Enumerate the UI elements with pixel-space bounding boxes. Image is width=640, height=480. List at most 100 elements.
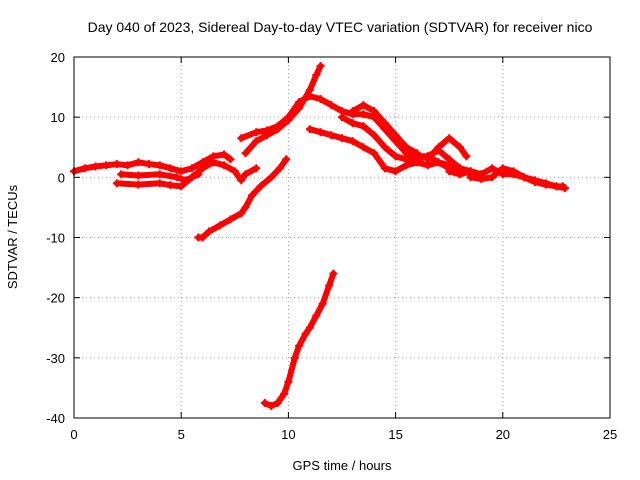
data-point <box>280 389 289 398</box>
data-point <box>262 126 271 135</box>
data-point <box>305 125 314 134</box>
data-point <box>402 155 411 164</box>
data-point <box>252 164 261 173</box>
data-point <box>348 119 357 128</box>
data-point <box>155 161 164 170</box>
data-point <box>220 161 229 170</box>
chart-title: Day 040 of 2023, Sidereal Day-to-day VTE… <box>88 19 593 35</box>
data-point <box>155 179 164 188</box>
data-point <box>241 170 250 179</box>
x-tick-label: 0 <box>70 427 77 442</box>
x-tick-label: 20 <box>496 427 510 442</box>
y-tick-label: -20 <box>46 291 65 306</box>
data-point <box>102 161 111 170</box>
data-point <box>327 131 336 140</box>
data-point <box>348 107 357 116</box>
data-point <box>380 164 389 173</box>
data-point <box>134 158 143 167</box>
data-point <box>301 329 310 338</box>
data-point <box>267 401 276 410</box>
data-point <box>391 167 400 176</box>
data-point <box>181 176 190 185</box>
data-point <box>530 178 539 187</box>
data-point <box>80 164 89 173</box>
data-point <box>413 149 422 158</box>
data-point <box>237 134 246 143</box>
data-point <box>359 122 368 131</box>
data-point <box>462 152 471 161</box>
x-tick-label: 10 <box>281 427 295 442</box>
data-point <box>325 281 334 290</box>
y-axis-label: SDTVAR / TECUs <box>5 184 20 289</box>
data-point <box>318 299 327 308</box>
y-tick-label: -10 <box>46 231 65 246</box>
y-tick-label: 20 <box>51 50 65 65</box>
data-point <box>423 155 432 164</box>
data-point <box>445 167 454 176</box>
data-point <box>134 180 143 189</box>
y-tick-label: 0 <box>58 170 65 185</box>
data-point <box>187 164 196 173</box>
data-point <box>488 164 497 173</box>
data-point <box>509 167 518 176</box>
data-point <box>282 155 291 164</box>
data-point <box>558 182 567 191</box>
data-point <box>284 377 293 386</box>
data-point <box>91 162 100 171</box>
data-point <box>488 173 497 182</box>
data-point <box>172 173 181 182</box>
data-point <box>198 164 207 173</box>
data-point <box>391 131 400 140</box>
data-point <box>316 128 325 137</box>
data-point <box>247 191 256 200</box>
series-arc-13 <box>261 270 337 409</box>
x-axis-label: GPS time / hours <box>293 458 392 473</box>
data-point <box>370 107 379 116</box>
data-point <box>312 71 321 80</box>
data-point <box>275 164 284 173</box>
data-point <box>220 150 229 159</box>
data-point <box>252 128 261 137</box>
data-point <box>445 134 454 143</box>
data-point <box>273 122 282 131</box>
y-tick-label: -30 <box>46 351 65 366</box>
data-point <box>295 341 304 350</box>
data-point <box>177 167 186 176</box>
data-point <box>241 149 250 158</box>
data-point <box>466 173 475 182</box>
data-point <box>209 158 218 167</box>
data-point <box>205 227 214 236</box>
data-point <box>256 182 265 191</box>
data-point <box>520 173 529 182</box>
data-point <box>134 171 143 180</box>
data-point <box>295 98 304 107</box>
data-point <box>215 221 224 230</box>
data-point <box>316 62 325 71</box>
data-point <box>338 113 346 122</box>
data-point <box>252 137 261 146</box>
data-point <box>316 95 325 104</box>
data-point <box>117 170 126 179</box>
data-point <box>338 134 346 143</box>
data-point <box>112 179 121 188</box>
y-tick-label: -40 <box>46 411 65 426</box>
data-point <box>305 323 314 332</box>
series-arc-12 <box>195 156 290 241</box>
data-point <box>477 175 486 184</box>
data-point <box>327 101 336 110</box>
data-point <box>260 398 269 407</box>
data-point <box>498 164 507 173</box>
data-point <box>198 233 207 242</box>
data-point <box>445 155 454 164</box>
data-point <box>348 137 357 146</box>
data-point <box>434 158 443 167</box>
data-point <box>359 110 368 119</box>
data-point <box>267 173 276 182</box>
data-point <box>145 160 154 169</box>
data-point <box>290 353 299 362</box>
axis-ticks: 0 5 10 15 20 25 -40 -30 -20 -10 0 10 20 <box>46 50 617 442</box>
data-point <box>166 164 175 173</box>
x-tick-label: 15 <box>388 427 402 442</box>
data-point <box>226 155 235 164</box>
